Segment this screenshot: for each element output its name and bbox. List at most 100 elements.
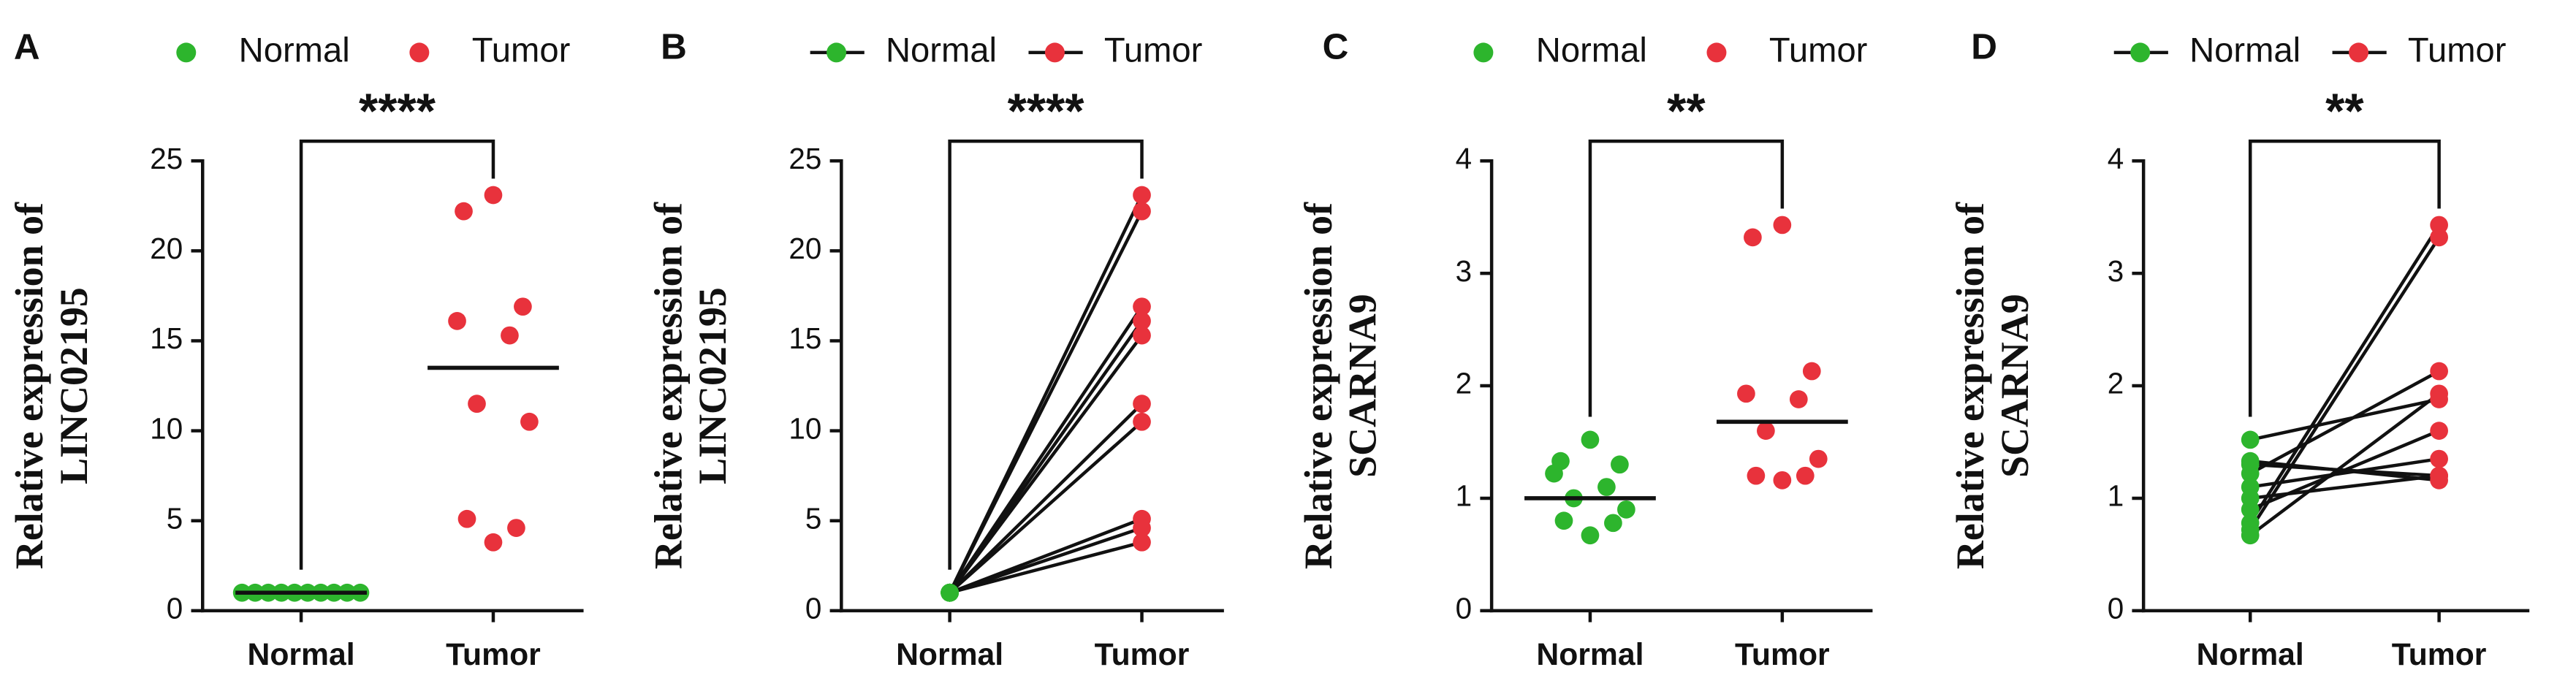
data-point: [507, 519, 525, 537]
legend-marker: [176, 42, 197, 63]
significance-bracket: [299, 139, 495, 570]
x-tick-label: Tumor: [1095, 637, 1190, 672]
pair-line: [949, 403, 1144, 594]
data-point: [1597, 478, 1616, 496]
data-point: [1133, 202, 1151, 221]
y-tick-label: 10: [789, 411, 821, 445]
legend-label: Normal: [1536, 30, 1647, 69]
data-point: [1133, 533, 1151, 552]
data-point: [2241, 526, 2260, 545]
panel-letter: C: [1323, 26, 1349, 66]
pair-line: [948, 334, 1144, 594]
x-tick-label: Normal: [2197, 637, 2304, 672]
y-tick-label: 0: [805, 592, 822, 625]
data-point: [2430, 422, 2448, 440]
legend-marker: [2130, 42, 2151, 63]
y-axis-label: Relative expression of: [1948, 202, 1992, 569]
legend-label: Tumor: [472, 30, 571, 69]
data-point: [1809, 449, 1828, 468]
y-tick-label: 1: [1456, 479, 1473, 513]
panel-letter: D: [1971, 26, 1997, 66]
legend-marker: [1473, 42, 1494, 63]
significance-label: **: [2325, 84, 2364, 139]
significance-label: ****: [359, 84, 436, 139]
data-point: [455, 202, 473, 221]
data-point: [1133, 297, 1151, 316]
significance-label: ****: [1008, 84, 1085, 139]
data-point: [1773, 471, 1792, 490]
x-tick-label: Normal: [1536, 637, 1644, 672]
data-point: [2241, 452, 2260, 471]
data-point: [1773, 216, 1792, 235]
data-point: [1554, 511, 1573, 530]
data-point: [1617, 500, 1635, 519]
panel: C Normal Tumor Relative expression of SCARNA…: [1296, 26, 1873, 672]
data-point: [941, 583, 959, 602]
panel: A Normal Tumor Relative expression of LINC02…: [7, 26, 584, 672]
legend-marker: [409, 42, 430, 63]
data-point: [1133, 326, 1151, 345]
panel: B Normal Tumor Relative expression of LINC02…: [646, 26, 1224, 672]
legend-label: Tumor: [1104, 30, 1203, 69]
y-tick-label: 0: [167, 592, 183, 625]
data-point: [1133, 312, 1151, 330]
y-tick-label: 5: [167, 501, 183, 535]
y-axis-label: Relative expression of: [7, 202, 51, 569]
x-tick-label: Tumor: [2392, 637, 2487, 672]
data-point: [1757, 422, 1775, 440]
y-axis-label: SCARNA9: [1993, 294, 2037, 478]
data-point: [2241, 489, 2260, 508]
data-point: [2430, 216, 2448, 235]
legend-marker: [2349, 42, 2369, 63]
data-point: [1802, 362, 1821, 381]
y-tick-label: 15: [789, 321, 821, 355]
y-tick-label: 15: [150, 321, 183, 355]
y-tick-label: 1: [2108, 479, 2124, 513]
data-point: [1604, 514, 1622, 533]
legend-marker: [827, 42, 847, 63]
data-point: [457, 509, 476, 528]
data-point: [448, 312, 466, 330]
data-point: [1611, 455, 1629, 474]
data-point: [2430, 362, 2448, 381]
pair-line: [948, 210, 1144, 594]
data-point: [2241, 430, 2260, 449]
legend-marker: [1044, 42, 1065, 63]
y-axis-label: LINC02195: [52, 287, 96, 484]
data-point: [1747, 466, 1766, 485]
y-axis-label: SCARNA9: [1341, 294, 1385, 478]
legend-label: Normal: [239, 30, 350, 69]
legend-label: Normal: [886, 30, 997, 69]
significance-bracket: [2248, 139, 2441, 417]
pair-line: [2250, 459, 2439, 482]
y-tick-label: 25: [789, 142, 821, 175]
pair-line: [2249, 457, 2439, 489]
data-point: [1789, 390, 1808, 408]
pair-line: [949, 541, 1143, 595]
data-point: [2430, 228, 2448, 247]
y-tick-label: 0: [2108, 592, 2124, 625]
pair-line: [2249, 224, 2441, 525]
data-point: [1133, 519, 1151, 537]
significance-bracket: [1588, 139, 1785, 417]
data-point: [1796, 466, 1815, 485]
data-point: [1133, 412, 1151, 431]
y-tick-label: 20: [789, 232, 821, 265]
data-point: [484, 186, 503, 205]
panel-letter: B: [661, 26, 687, 66]
y-axis-label: LINC02195: [691, 287, 734, 484]
data-point: [1133, 186, 1151, 205]
data-point: [520, 412, 539, 431]
data-point: [1545, 464, 1563, 483]
x-tick-label: Tumor: [446, 637, 541, 672]
legend-label: Normal: [2189, 30, 2300, 69]
data-point: [1133, 395, 1151, 414]
panel-letter: A: [14, 26, 40, 66]
y-tick-label: 20: [150, 232, 183, 265]
legend-label: Tumor: [2408, 30, 2507, 69]
y-tick-label: 2: [1456, 367, 1473, 400]
data-point: [468, 395, 486, 414]
y-tick-label: 2: [2108, 367, 2124, 400]
y-tick-label: 4: [2108, 142, 2124, 175]
